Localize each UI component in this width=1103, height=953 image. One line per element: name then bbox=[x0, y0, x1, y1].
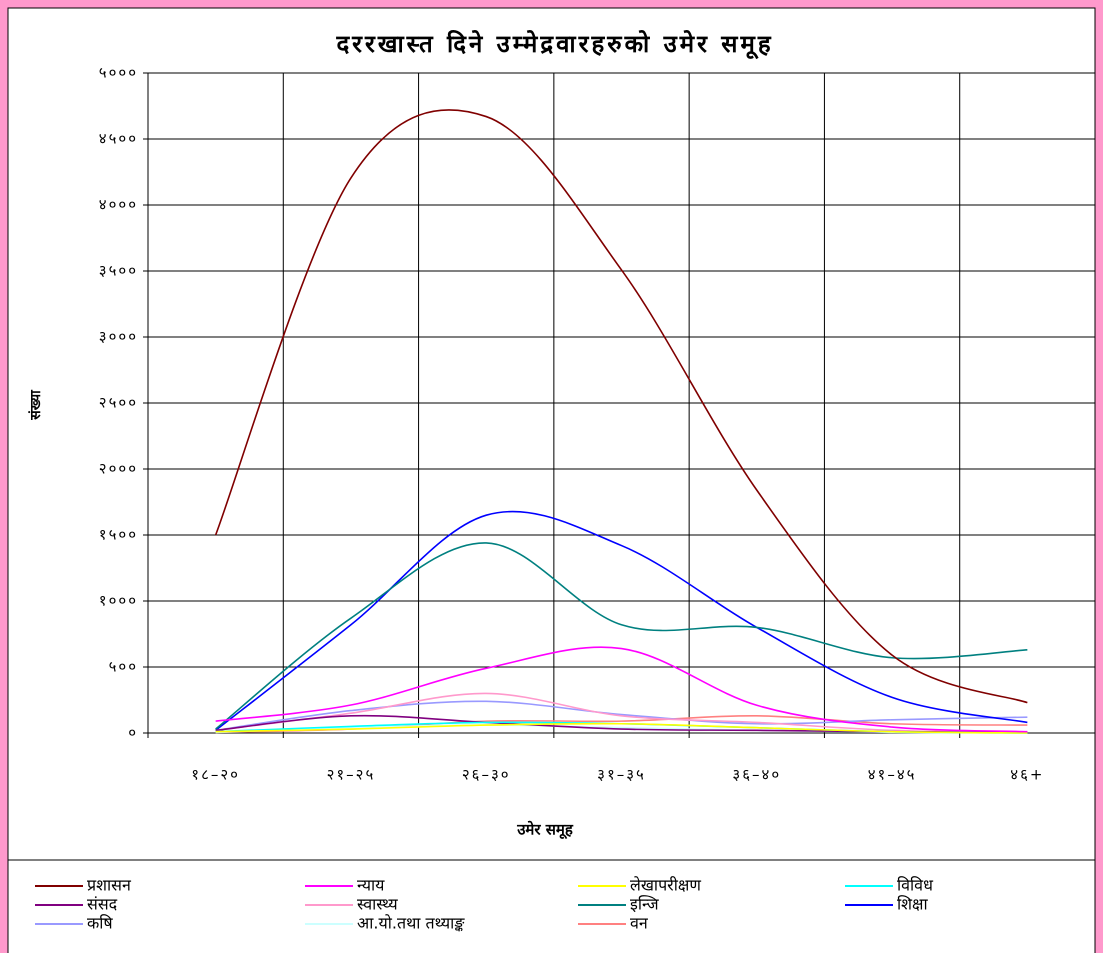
legend-label: इन्जि bbox=[630, 895, 660, 914]
y-tick-label: २५०० bbox=[99, 394, 138, 412]
series-line bbox=[215, 510, 1028, 731]
x-tick-label: १८–२० bbox=[191, 766, 240, 784]
legend-label: वन bbox=[630, 914, 649, 933]
y-tick-label: ४५०० bbox=[99, 130, 138, 148]
x-tick-label: ३६–४० bbox=[732, 766, 781, 784]
series-line bbox=[215, 692, 1028, 734]
series-line bbox=[214, 109, 1028, 704]
legend-label: लेखापरीक्षण bbox=[630, 876, 701, 895]
y-tick-label: ५०० bbox=[109, 658, 138, 676]
x-tick-label: ३१–३५ bbox=[597, 766, 646, 784]
y-axis-label: संख्या bbox=[28, 389, 44, 421]
y-tick-label: १५०० bbox=[99, 526, 138, 544]
x-tick-label: ४१–४५ bbox=[868, 766, 917, 784]
legend-label: संसद bbox=[87, 895, 118, 914]
legend-label: न्याय bbox=[357, 876, 385, 895]
y-tick-label: १००० bbox=[99, 592, 138, 610]
legend-label: आ.यो.तथा तथ्याङ्क bbox=[357, 914, 465, 933]
legend-label: कषि bbox=[87, 914, 113, 933]
y-tick-label: ३५०० bbox=[99, 262, 138, 280]
x-axis-label: उमेर समूह bbox=[516, 821, 574, 840]
legend-label: शिक्षा bbox=[897, 895, 928, 914]
y-tick-label: ५००० bbox=[99, 64, 138, 82]
y-tick-label: २००० bbox=[99, 460, 138, 478]
x-tick-label: ४६+ bbox=[1010, 766, 1044, 784]
series-line bbox=[215, 542, 1028, 730]
legend-label: प्रशासन bbox=[87, 876, 132, 895]
y-tick-label: ४००० bbox=[99, 196, 138, 214]
y-tick-label: ० bbox=[128, 724, 138, 742]
x-tick-label: २१–२५ bbox=[327, 766, 376, 784]
chart-title: दररखास्त दिने उम्मेद्रवारहरुको उमेर समूह bbox=[335, 30, 773, 60]
y-tick-label: ३००० bbox=[99, 328, 138, 346]
series-line bbox=[215, 700, 1028, 732]
legend-label: स्वास्थ्य bbox=[357, 895, 398, 914]
series-line bbox=[215, 646, 1028, 733]
legend-label: विविध bbox=[897, 876, 934, 895]
x-tick-label: २६–३० bbox=[462, 766, 511, 784]
series-line bbox=[215, 722, 1028, 734]
